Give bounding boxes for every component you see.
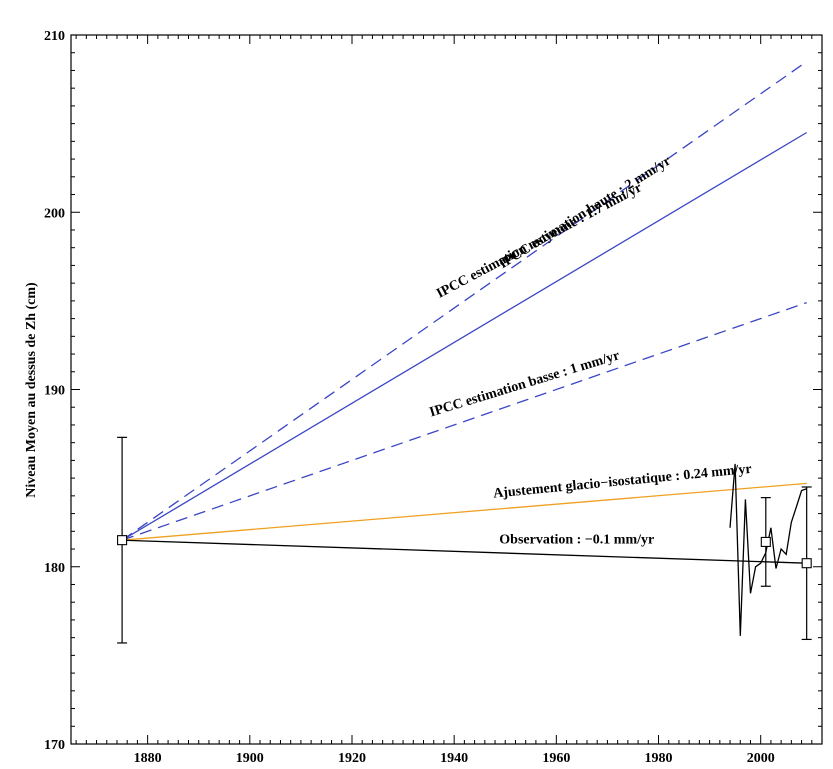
annotation-label: IPCC estimation basse : 1 mm/yr	[428, 348, 622, 420]
y-tick-label: 190	[44, 384, 65, 399]
y-axis-label: Niveau Moyen au dessus de Zh (cm)	[24, 282, 39, 498]
data-point-marker	[117, 535, 128, 546]
data-points	[117, 436, 812, 644]
annotation-label: Observation : −0.1 mm/yr	[499, 533, 654, 548]
y-tick-label: 170	[44, 738, 65, 753]
x-tick-label: 1980	[645, 751, 673, 766]
series-line-ipcc-moyenne	[121, 131, 808, 541]
y-tick-label: 200	[44, 206, 65, 221]
ticks: 1880 1900 1920 1940 1960 1980 2000 170 180 190 200…	[44, 29, 823, 766]
data-point-marker	[801, 558, 812, 569]
annotation-label: Ajustement glacio−isostatique : 0.24 mm/…	[493, 462, 753, 502]
series-line-ipcc-basse	[121, 301, 807, 541]
x-tick-label: 1940	[440, 751, 468, 766]
x-tick-label: 1960	[542, 751, 570, 766]
series	[121, 61, 808, 636]
series-line-observation-trend	[122, 539, 807, 564]
series-line-glacio	[122, 482, 807, 541]
annotation-label: IPCC estimation moyenne : 1.7 mm/yr	[434, 180, 644, 301]
series-line-ipcc-haute	[121, 61, 808, 541]
y-tick-label: 180	[44, 561, 65, 576]
series-line-observation-data	[729, 463, 807, 636]
x-tick-label: 1920	[338, 751, 366, 766]
plot-frame	[70, 34, 823, 745]
x-tick-label: 1880	[134, 751, 162, 766]
x-tick-label: 2000	[747, 751, 775, 766]
x-tick-label: 1900	[236, 751, 264, 766]
data-point-marker	[760, 536, 771, 547]
y-tick-label: 210	[44, 29, 65, 44]
